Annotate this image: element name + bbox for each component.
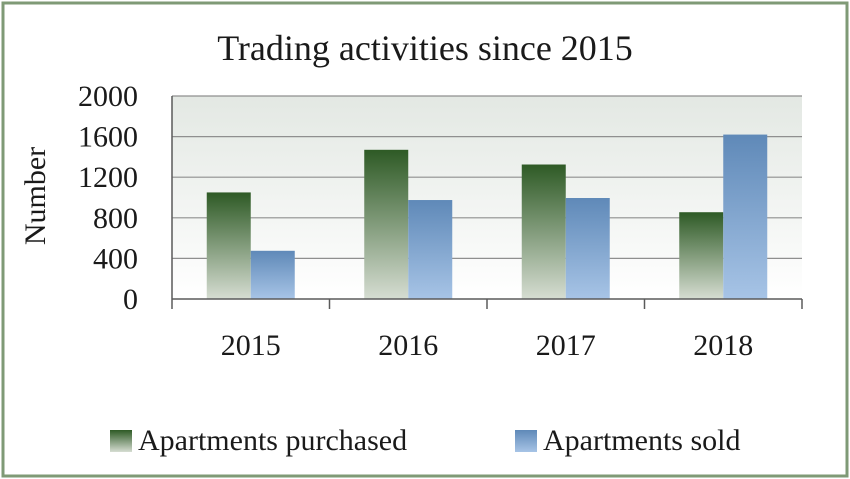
axes [171,96,803,309]
x-tick-label-2018: 2018 [693,329,753,362]
legend-swatch-sold [515,430,537,452]
bar-purchased-2016 [364,149,409,299]
legend-label-purchased: Apartments purchased [138,424,407,457]
y-tick-label-400: 400 [93,242,138,275]
y-tick-label-800: 800 [93,202,138,235]
legend-label-sold: Apartments sold [543,424,740,457]
bar-sold-2018 [723,134,768,299]
x-tick-label-2016: 2016 [378,329,438,362]
x-tick-labels: 2015 2016 2017 2018 [221,329,754,362]
bar-sold-2017 [565,198,610,299]
legend: Apartments purchased Apartments sold [110,424,740,457]
y-tick-label-2000: 2000 [78,80,138,113]
bar-sold-2015 [250,250,295,299]
chart-title: Trading activities since 2015 [217,28,633,68]
y-tick-label-1600: 1600 [78,121,138,154]
bar-purchased-2017 [521,164,566,299]
bar-purchased-2018 [679,212,724,299]
x-tick-label-2015: 2015 [221,329,281,362]
y-axis-label: Number [19,147,52,245]
bar-sold-2016 [408,200,453,299]
y-tick-label-0: 0 [123,283,138,316]
bars [206,134,768,299]
y-tick-label-1200: 1200 [78,161,138,194]
y-tick-labels: 0 400 800 1200 1600 2000 [78,80,138,316]
bar-purchased-2015 [206,192,251,299]
x-tick-label-2017: 2017 [536,329,596,362]
legend-swatch-purchased [110,430,132,452]
